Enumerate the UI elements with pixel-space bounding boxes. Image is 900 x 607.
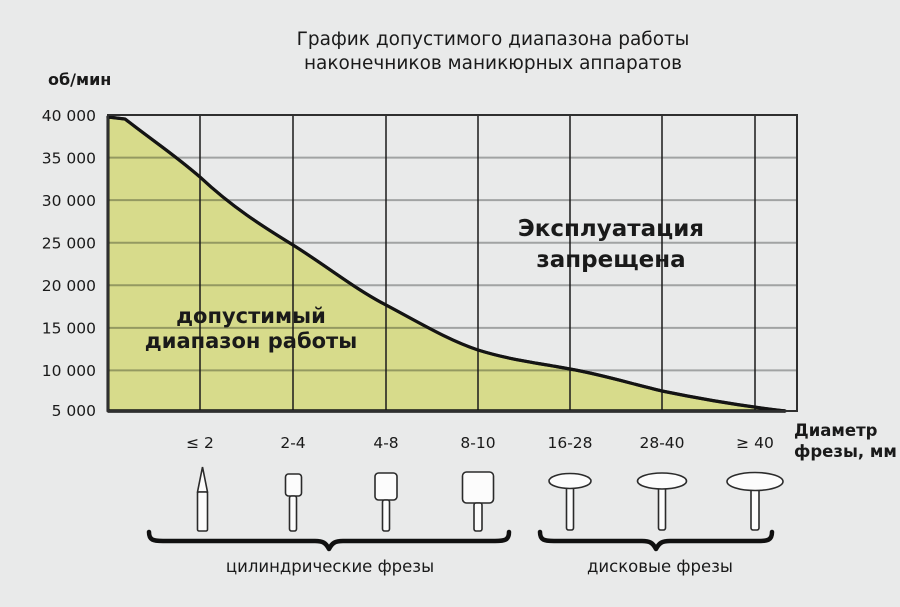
small-cylinder-bit-icon [284, 473, 303, 532]
y-tick-10000: 10 000 [42, 362, 96, 380]
x-tick-28-40: 28-40 [639, 434, 684, 452]
x-tick-labels: ≤ 2 2-4 4-8 8-10 16-28 28-40 ≥ 40 [186, 434, 774, 452]
x-tick-8-10: 8-10 [460, 434, 495, 452]
x-tick-4-8: 4-8 [373, 434, 398, 452]
allowed-range-label-line2: диапазон работы [145, 329, 357, 353]
forbidden-region-label-line2: запрещена [536, 247, 685, 273]
horizontal-gridlines [108, 156, 797, 372]
chart-title-line1: График допустимого диапазона работы [297, 29, 690, 50]
medium-cylinder-bit-icon [374, 472, 398, 532]
y-tick-35000: 35 000 [42, 150, 96, 168]
tool-bit-icons [196, 466, 784, 532]
allowed-range-label-line1: допустимый [176, 304, 326, 328]
small-disc-bit-icon [548, 472, 592, 531]
x-tick-le2: ≤ 2 [186, 434, 214, 452]
x-tick-ge40: ≥ 40 [736, 434, 774, 452]
y-tick-25000: 25 000 [42, 235, 96, 253]
large-cylinder-bit-icon [461, 471, 495, 532]
y-tick-30000: 30 000 [42, 192, 96, 210]
y-tick-5000: 5 000 [52, 402, 96, 420]
x-tick-16-28: 16-28 [547, 434, 592, 452]
cylindrical-group-brace [146, 529, 512, 552]
y-tick-40000: 40 000 [42, 107, 96, 125]
plot-border [107, 114, 798, 412]
large-disc-bit-icon [726, 471, 784, 531]
x-axis-title-line2: фрезы, мм [794, 442, 897, 461]
x-tick-2-4: 2-4 [280, 434, 305, 452]
max-rpm-curve [106, 115, 787, 413]
y-tick-labels: 40 000 35 000 30 000 25 000 20 000 15 00… [42, 107, 96, 420]
y-tick-15000: 15 000 [42, 320, 96, 338]
y-tick-20000: 20 000 [42, 277, 96, 295]
disc-group-brace [537, 529, 775, 552]
forbidden-region-label-line1: Эксплуатация [518, 216, 704, 242]
vertical-gridlines [199, 115, 756, 411]
x-axis-title-line1: Диаметр [794, 421, 878, 440]
chart-title-line2: наконечников маникюрных аппаратов [304, 53, 682, 74]
needle-bit-icon [196, 466, 209, 532]
medium-disc-bit-icon [636, 472, 688, 531]
cylindrical-group-label: цилиндрические фрезы [226, 557, 434, 576]
y-axis-unit-label: об/мин [48, 70, 111, 89]
disc-group-label: дисковые фрезы [587, 557, 733, 576]
